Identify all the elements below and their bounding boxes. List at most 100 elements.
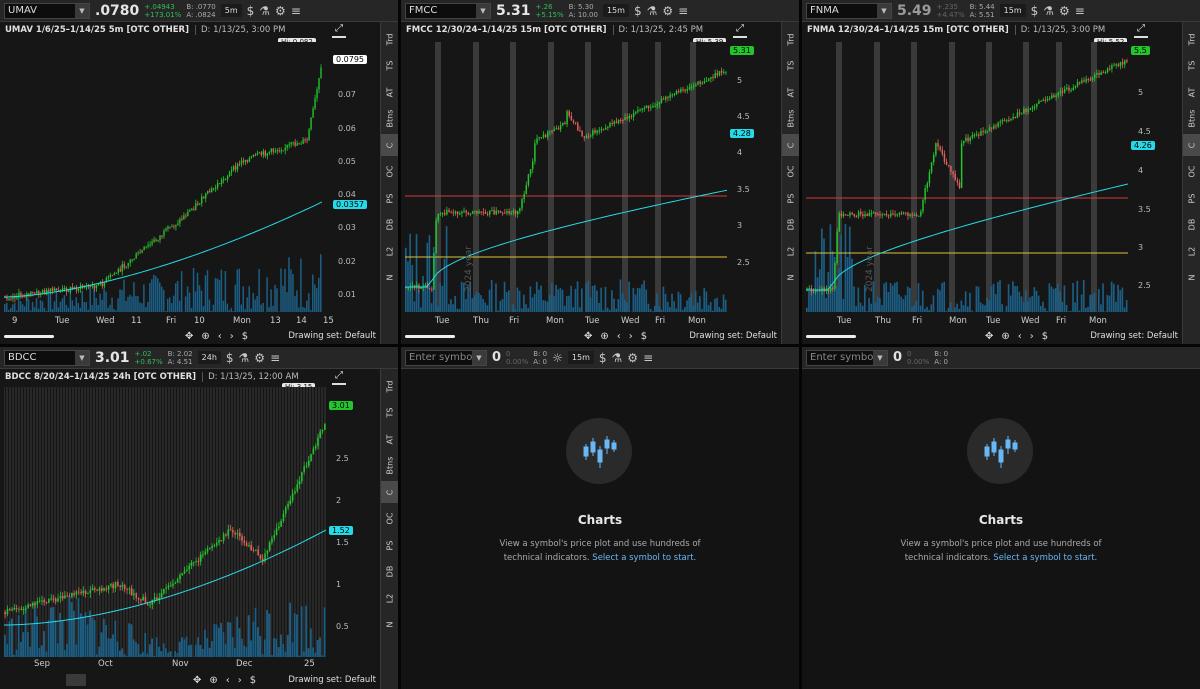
pan-icon[interactable]: ✥ (584, 330, 593, 342)
gear-icon[interactable]: ⚙ (1059, 3, 1070, 18)
side-tab-ts[interactable]: TS (782, 55, 799, 77)
timeframe-button[interactable]: 15m (567, 351, 594, 364)
scrollbar[interactable] (4, 334, 54, 338)
dollar-icon[interactable]: $ (640, 330, 648, 342)
side-tab-db[interactable]: DB (782, 214, 799, 236)
dollar-icon[interactable]: $ (249, 674, 257, 686)
drawing-set[interactable]: Drawing set: Default (288, 675, 376, 685)
menu-icon[interactable]: ≡ (643, 350, 654, 365)
sun-icon[interactable]: ☼ (552, 350, 563, 365)
dollar-icon[interactable]: $ (246, 3, 255, 18)
side-tab-btns[interactable]: Btns (782, 108, 799, 130)
chevron-left-icon[interactable]: ‹ (616, 330, 621, 342)
price-plot[interactable] (4, 387, 326, 657)
side-tab-oc[interactable]: OC (381, 161, 398, 183)
side-tab-c[interactable]: C (381, 481, 398, 503)
timeframe-button[interactable]: 24h (197, 351, 221, 364)
select-symbol-link[interactable]: Select a symbol to start. (592, 553, 697, 563)
chevron-down-icon[interactable]: ▼ (472, 350, 486, 365)
pan-icon[interactable]: ✥ (185, 330, 194, 342)
drawing-set[interactable]: Drawing set: Default (288, 331, 376, 341)
timeframe-button[interactable]: 15m (999, 4, 1026, 17)
zoom-icon[interactable]: ⊕ (1001, 330, 1010, 342)
side-tab-ts[interactable]: TS (381, 402, 398, 424)
side-tab-ps[interactable]: PS (1183, 187, 1200, 209)
side-tab-c[interactable]: C (782, 134, 799, 156)
gear-icon[interactable]: ⚙ (627, 350, 639, 365)
symbol-input[interactable]: UMAV ▼ (4, 2, 90, 19)
side-tab-db[interactable]: DB (381, 214, 398, 236)
side-tab-ps[interactable]: PS (381, 534, 398, 556)
side-tab-trd[interactable]: Trd (381, 375, 398, 397)
pan-icon[interactable]: ✥ (985, 330, 994, 342)
chevron-left-icon[interactable]: ‹ (1017, 330, 1022, 342)
chevron-down-icon[interactable]: ▼ (476, 3, 490, 18)
chevron-right-icon[interactable]: › (229, 330, 234, 342)
pan-icon[interactable]: ✥ (193, 674, 202, 686)
side-tab-btns[interactable]: Btns (381, 108, 398, 130)
expand-icon[interactable]: ⤢ (332, 371, 346, 385)
gear-icon[interactable]: ⚙ (275, 3, 286, 18)
chevron-right-icon[interactable]: › (1029, 330, 1034, 342)
side-tab-oc[interactable]: OC (782, 161, 799, 183)
price-plot[interactable] (4, 42, 322, 312)
zoom-icon[interactable]: ⊕ (201, 330, 210, 342)
side-tab-l2[interactable]: L2 (1183, 240, 1200, 262)
zoom-icon[interactable]: ⊕ (209, 674, 218, 686)
chevron-down-icon[interactable]: ▼ (75, 3, 89, 18)
dollar-icon[interactable]: $ (225, 350, 234, 365)
side-tab-l2[interactable]: L2 (381, 240, 398, 262)
flask-icon[interactable]: ⚗ (1043, 3, 1055, 18)
side-tab-at[interactable]: AT (1183, 81, 1200, 103)
side-tab-trd[interactable]: Trd (381, 28, 398, 50)
timeframe-button[interactable]: 15m (602, 4, 629, 17)
scrollbar[interactable] (405, 334, 455, 338)
side-tab-btns[interactable]: Btns (1183, 108, 1200, 130)
chevron-down-icon[interactable]: ▼ (873, 350, 887, 365)
dollar-icon[interactable]: $ (241, 330, 249, 342)
side-tab-n[interactable]: N (381, 267, 398, 289)
timeframe-button[interactable]: 5m (220, 4, 242, 17)
dollar-icon[interactable]: $ (1041, 330, 1049, 342)
symbol-input[interactable]: BDCC ▼ (4, 349, 90, 366)
side-tab-c[interactable]: C (1183, 134, 1200, 156)
side-tab-at[interactable]: AT (381, 81, 398, 103)
side-tab-oc[interactable]: OC (381, 508, 398, 530)
chevron-left-icon[interactable]: ‹ (225, 674, 230, 686)
gear-icon[interactable]: ⚙ (662, 3, 674, 18)
symbol-input[interactable]: Enter symbol ▼ (405, 349, 487, 366)
side-tab-trd[interactable]: Trd (1183, 28, 1200, 50)
side-tab-oc[interactable]: OC (1183, 161, 1200, 183)
flask-icon[interactable]: ⚗ (646, 3, 658, 18)
select-symbol-link[interactable]: Select a symbol to start. (993, 553, 1098, 563)
side-tab-ts[interactable]: TS (381, 55, 398, 77)
dollar-icon[interactable]: $ (1030, 3, 1039, 18)
side-tab-at[interactable]: AT (381, 428, 398, 450)
chevron-down-icon[interactable]: ▼ (877, 3, 891, 18)
side-tab-ts[interactable]: TS (1183, 55, 1200, 77)
flask-icon[interactable]: ⚗ (238, 350, 250, 365)
side-tab-n[interactable]: N (381, 614, 398, 636)
side-tab-at[interactable]: AT (782, 81, 799, 103)
drawing-set[interactable]: Drawing set: Default (1090, 331, 1178, 341)
flask-icon[interactable]: ⚗ (259, 3, 271, 18)
flask-icon[interactable]: ⚗ (611, 350, 623, 365)
expand-icon[interactable]: ⤢ (733, 24, 747, 38)
chevron-down-icon[interactable]: ▼ (75, 350, 89, 365)
side-tab-l2[interactable]: L2 (782, 240, 799, 262)
side-tab-l2[interactable]: L2 (381, 587, 398, 609)
price-plot[interactable]: 2024 year (405, 42, 727, 312)
chevron-left-icon[interactable]: ‹ (217, 330, 222, 342)
menu-icon[interactable]: ≡ (678, 3, 689, 18)
zoom-icon[interactable]: ⊕ (600, 330, 609, 342)
gear-icon[interactable]: ⚙ (254, 350, 266, 365)
symbol-input[interactable]: FMCC ▼ (405, 2, 491, 19)
side-tab-trd[interactable]: Trd (782, 28, 799, 50)
dollar-icon[interactable]: $ (633, 3, 642, 18)
drawing-set[interactable]: Drawing set: Default (689, 331, 777, 341)
expand-icon[interactable]: ⤢ (1134, 24, 1148, 38)
chevron-right-icon[interactable]: › (237, 674, 242, 686)
side-tab-n[interactable]: N (1183, 267, 1200, 289)
expand-icon[interactable]: ⤢ (332, 24, 346, 38)
menu-icon[interactable]: ≡ (290, 3, 301, 18)
